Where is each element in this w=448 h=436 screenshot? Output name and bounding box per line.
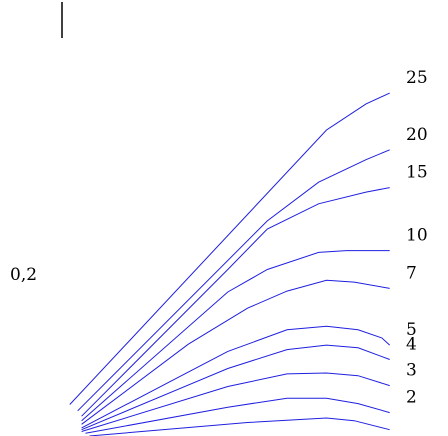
series-line bbox=[81, 344, 390, 431]
series-label: 20 bbox=[406, 125, 428, 145]
series-line bbox=[81, 325, 391, 429]
series-label: 25 bbox=[406, 68, 428, 88]
series-line bbox=[85, 397, 390, 434]
series-label: 4 bbox=[406, 335, 417, 355]
series-label: 2 bbox=[406, 388, 417, 408]
series-line bbox=[69, 92, 390, 405]
series-label: 3 bbox=[406, 361, 417, 381]
series-label: 5 bbox=[406, 320, 417, 340]
series-line bbox=[81, 187, 390, 417]
series-labels: 25 20 15 10 7 54 3 2 bbox=[406, 68, 428, 408]
series-line bbox=[81, 250, 390, 422]
series-line bbox=[81, 279, 390, 425]
series-label: 7 bbox=[406, 263, 417, 283]
series-line bbox=[77, 149, 390, 412]
series-label: 10 bbox=[406, 226, 428, 246]
series-line bbox=[81, 372, 390, 432]
series-label: 15 bbox=[406, 163, 428, 183]
series-line bbox=[89, 417, 390, 436]
series-lines bbox=[69, 92, 391, 436]
y-axis-label: 0,2 bbox=[10, 265, 37, 285]
